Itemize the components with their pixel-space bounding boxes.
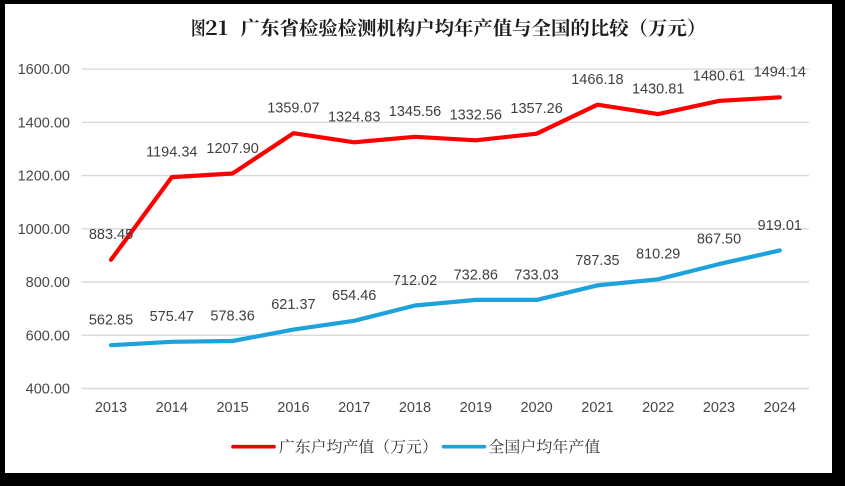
- svg-text:400.00: 400.00: [26, 382, 70, 398]
- svg-text:1207.90: 1207.90: [206, 141, 258, 157]
- svg-text:2016: 2016: [277, 400, 309, 416]
- svg-text:1324.83: 1324.83: [328, 110, 380, 126]
- svg-text:2013: 2013: [95, 400, 127, 416]
- svg-text:2019: 2019: [460, 400, 492, 416]
- svg-text:562.85: 562.85: [89, 313, 133, 329]
- svg-text:1466.18: 1466.18: [571, 72, 623, 88]
- svg-text:2018: 2018: [399, 400, 431, 416]
- svg-text:1359.07: 1359.07: [267, 101, 319, 117]
- svg-text:1430.81: 1430.81: [632, 82, 684, 98]
- svg-text:2014: 2014: [156, 400, 188, 416]
- svg-text:2015: 2015: [216, 400, 248, 416]
- svg-text:867.50: 867.50: [697, 232, 741, 248]
- svg-text:1400.00: 1400.00: [18, 115, 70, 131]
- svg-text:732.86: 732.86: [454, 267, 498, 283]
- svg-text:787.35: 787.35: [575, 253, 619, 269]
- svg-text:1332.56: 1332.56: [450, 108, 502, 124]
- svg-text:733.03: 733.03: [514, 267, 558, 283]
- svg-text:883.45: 883.45: [89, 227, 133, 243]
- svg-text:1194.34: 1194.34: [146, 145, 197, 161]
- svg-text:2024: 2024: [764, 400, 796, 416]
- svg-text:810.29: 810.29: [636, 247, 680, 263]
- svg-text:800.00: 800.00: [26, 275, 70, 291]
- svg-text:2020: 2020: [520, 400, 552, 416]
- svg-text:575.47: 575.47: [150, 309, 194, 325]
- svg-text:600.00: 600.00: [26, 328, 70, 344]
- svg-text:1200.00: 1200.00: [18, 169, 70, 185]
- svg-text:654.46: 654.46: [332, 288, 376, 304]
- svg-text:1000.00: 1000.00: [18, 222, 70, 238]
- svg-text:2022: 2022: [642, 400, 674, 416]
- svg-text:919.01: 919.01: [758, 218, 802, 234]
- svg-text:1600.00: 1600.00: [18, 62, 70, 78]
- svg-text:712.02: 712.02: [393, 273, 437, 289]
- svg-text:1357.26: 1357.26: [510, 101, 562, 117]
- svg-text:621.37: 621.37: [271, 297, 315, 313]
- svg-text:2023: 2023: [703, 400, 735, 416]
- svg-text:1345.56: 1345.56: [389, 104, 441, 120]
- svg-text:578.36: 578.36: [210, 308, 254, 324]
- svg-text:1494.14: 1494.14: [754, 65, 806, 81]
- svg-text:1480.61: 1480.61: [693, 68, 745, 84]
- svg-text:2017: 2017: [338, 400, 370, 416]
- svg-text:2021: 2021: [581, 400, 613, 416]
